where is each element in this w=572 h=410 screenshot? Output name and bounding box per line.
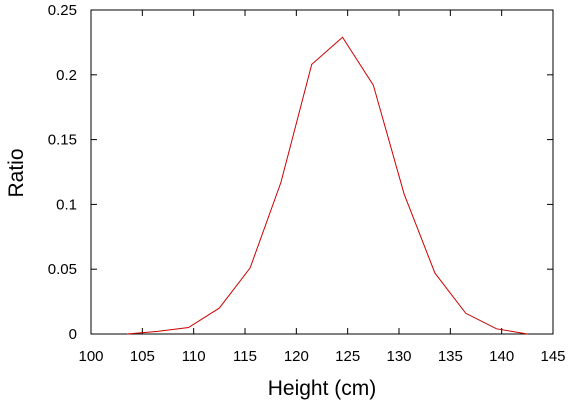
x-tick-label: 120 — [284, 348, 309, 365]
x-tick-label: 125 — [335, 348, 360, 365]
y-axis-label: Ratio — [5, 148, 28, 197]
x-tick-label: 110 — [182, 348, 206, 365]
x-tick-label: 140 — [489, 348, 514, 365]
y-tick-label: 0.15 — [48, 132, 77, 149]
plot-frame — [90, 9, 554, 335]
series-layer — [126, 36, 528, 335]
y-axis-ticks: 0 0.05 0.1 0.15 0.2 0.25 — [48, 2, 553, 343]
y-tick-label: 0.2 — [56, 67, 77, 84]
x-tick-label: 145 — [540, 348, 565, 365]
x-tick-label: 115 — [233, 348, 257, 365]
y-tick-label: 0.1 — [56, 196, 77, 213]
x-tick-label: 105 — [130, 348, 155, 365]
x-tick-label: 130 — [386, 348, 411, 365]
y-tick-label: 0.05 — [48, 261, 77, 278]
series-line — [126, 36, 528, 335]
x-axis-ticks: 100 105 110 115 120 125 130 135 140 145 — [78, 10, 566, 365]
x-axis-label: Height (cm) — [268, 377, 377, 400]
x-tick-label: 100 — [78, 348, 103, 365]
y-tick-label: 0 — [69, 326, 77, 343]
x-tick-label: 135 — [438, 348, 463, 365]
y-tick-label: 0.25 — [48, 2, 77, 19]
